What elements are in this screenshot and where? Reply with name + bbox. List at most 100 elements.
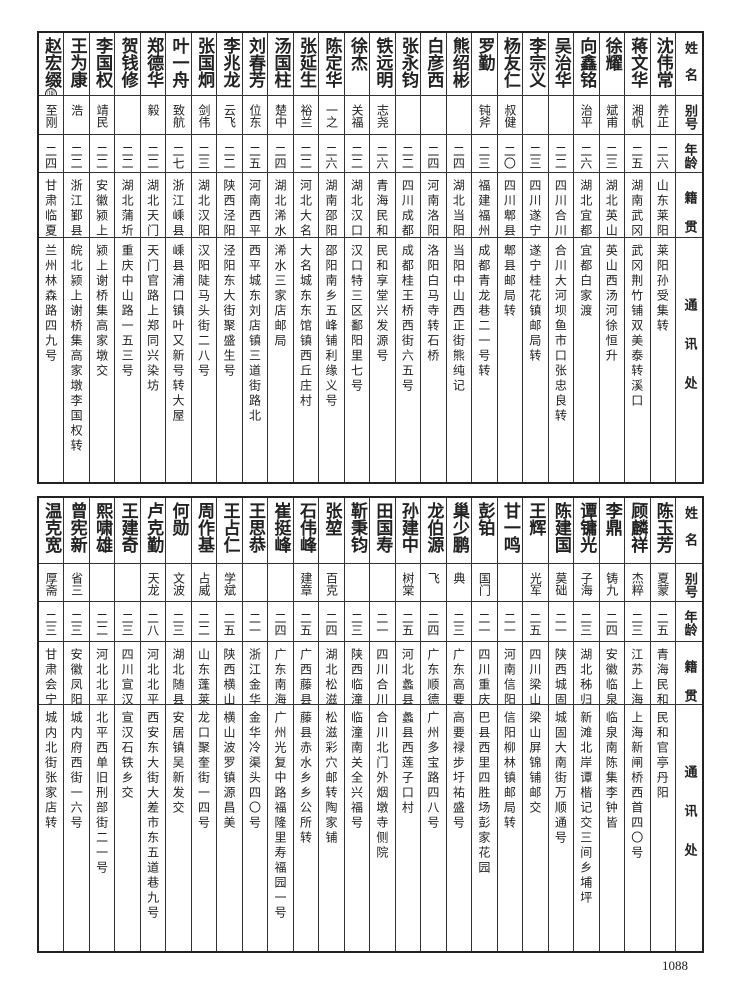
header-age-cell: 年龄 (676, 135, 702, 173)
age-text: 二二 (145, 145, 160, 169)
name-cell: 王占仁 (217, 498, 242, 564)
age-cell: 二六 (574, 135, 599, 173)
native-cell: 青海民和 (370, 173, 395, 238)
native-cell: 河南洛阳 (421, 173, 446, 238)
native-text: 湖北当阳 (451, 179, 466, 238)
alias-cell: 莫础 (548, 564, 574, 602)
name-text: 温克宽 (41, 502, 62, 553)
native-text: 湖北浠水 (272, 179, 287, 238)
native-cell: 广东南海 (268, 642, 293, 705)
alias-text: 子海 (579, 572, 594, 596)
age-text: 二二 (349, 145, 364, 169)
age-cell: 二五 (217, 602, 242, 642)
addr-text: 当阳中山西正街熊纯记 (451, 244, 466, 394)
alias-text: 靖民 (95, 104, 110, 128)
name-text: 李宗义 (525, 37, 546, 88)
addr-cell: 藤县赤水乡乡公所转 (294, 705, 318, 951)
age-text: 二六 (374, 145, 389, 169)
native-cell: 湖北天门 (140, 173, 166, 238)
native-text: 浙江嵊县 (171, 179, 186, 238)
addr-text: 巴县西里四胜场彭家花园 (476, 711, 491, 876)
alias-cell: 飞 (421, 564, 446, 602)
native-text: 福建福州 (476, 179, 491, 238)
person-column: 郑德华毅二二 湖北天门 天门官路上郑同兴染坊 (139, 33, 166, 482)
person-column: 谭镛光 子海 二三 湖北秭归 新滩北岸谭楷记交三间乡埔坪 (573, 498, 599, 951)
native-text: 湖北英山 (604, 179, 619, 238)
person-column: 石伟峰 建章 二五 广西藤县 藤县赤水乡乡公所转 (292, 498, 319, 951)
alias-cell: 夏蒙 (650, 564, 675, 602)
alias-cell (89, 564, 115, 602)
age-cell: 二六 (370, 135, 395, 173)
alias-cell: 建章 (293, 564, 319, 602)
alias-text: 杰粹 (630, 572, 645, 596)
alias-cell: 剑伟 (191, 96, 217, 135)
alias-text: 占威 (197, 572, 212, 596)
person-column: 铁远明 志尧 二六 青海民和 民和享堂兴发源号 (369, 33, 395, 482)
name-cell: 张堃 (319, 498, 344, 564)
addr-text: 嵊县浦口镇叶又新号转大屋 (171, 244, 186, 424)
age-text: 二六 (578, 145, 593, 169)
addr-cell: 大名城东东馆镇西丘庄村 (294, 238, 318, 482)
name-cell: 崔挺峰 (268, 498, 293, 564)
addr-text: 广州光复中路福隆里寿福园一号 (272, 711, 287, 921)
age-cell: 二四 (446, 135, 472, 173)
age-cell: 二三 (191, 135, 217, 173)
age-cell: 二五 (242, 135, 268, 173)
age-text: 二四 (425, 612, 440, 636)
header-age-cell: 年龄 (676, 602, 702, 642)
native-cell: 广东高要 (446, 642, 472, 705)
person-column: 崔挺峰 二四 广东南海 广州光复中路福隆里寿福园一号 (267, 498, 293, 951)
addr-text: 藤县赤水乡乡公所转 (298, 711, 313, 846)
native-text: 安徽颍上 (94, 179, 109, 238)
native-text: 广东南海 (272, 648, 287, 705)
alias-text: 建章 (298, 572, 313, 596)
alias-cell: 养正 (650, 96, 675, 135)
addr-cell: 遂宁桂花镇邮局转 (523, 238, 547, 482)
name-text: 崔挺峰 (270, 502, 291, 553)
addr-cell: 汉口特三区鄱阳里七号 (345, 238, 369, 482)
addr-cell: 颍上谢桥集高家墩交 (90, 238, 114, 482)
name-cell: 王建奇 (115, 498, 140, 564)
age-cell: 二二 (140, 135, 166, 173)
age-cell: 二一 (472, 602, 497, 642)
name-text: 陈定华 (321, 37, 342, 88)
alias-cell: 学斌 (217, 564, 242, 602)
name-text: 叶一舟 (168, 37, 189, 88)
name-cell: 巢少鹏 (446, 498, 472, 564)
native-cell: 安徽颍上 (89, 173, 115, 238)
alias-cell: 天龙 (140, 564, 166, 602)
person-column: 温克宽 厚斋 二三 甘肃会宁 城内北街张家店转 (38, 498, 64, 951)
native-cell: 湖北秭归 (574, 642, 599, 705)
name-text: 卢克勤 (143, 502, 164, 553)
native-text: 四川成都 (400, 179, 415, 238)
name-cell: 赵宏缀 ⑱ (38, 33, 64, 96)
alias-cell: 治平 (574, 96, 599, 135)
addr-cell: 重庆中山路一五三号 (115, 238, 139, 482)
addr-cell: 合川大河坝鱼市口张忠良转 (549, 238, 573, 482)
person-column: 徐杰 关福 二二 湖北汉口 汉口特三区鄱阳里七号 (343, 33, 370, 482)
native-text: 四川遂宁 (527, 179, 542, 238)
addr-text: 宣汉石铁乡交 (120, 711, 135, 801)
name-cell: 何勋 (166, 498, 191, 564)
alias-text: 文波 (171, 572, 186, 596)
person-column: 向鑫铭 治平 二六 湖北宜都 宜都白家渡 (573, 33, 599, 482)
alias-cell: 至刚 (38, 96, 64, 135)
name-cell: 陈玉芳 (650, 498, 675, 564)
addr-text: 信阳柳林镇邮局转 (502, 711, 517, 831)
person-column: 靳秉钧 二三 陕西临潼 临潼南关全兴福号 (343, 498, 370, 951)
native-text: 湖北天门 (145, 179, 160, 238)
alias-cell: 一之 (319, 96, 344, 135)
age-text: 二五 (527, 612, 542, 636)
addr-cell: 信阳柳林镇邮局转 (498, 705, 522, 951)
alias-cell: 典 (446, 564, 472, 602)
name-text: 徐杰 (346, 37, 367, 71)
alias-text: 关福 (349, 104, 364, 128)
name-cell: 孙建中 (395, 498, 421, 564)
native-text: 广东高要 (451, 648, 466, 705)
alias-cell: 靖民 (89, 96, 115, 135)
age-cell: 二四 (319, 602, 344, 642)
addr-cell: 民和官亭丹阳 (651, 705, 675, 951)
age-cell: 二二 (548, 135, 574, 173)
age-text: 二三 (451, 612, 466, 636)
age-text: 二四 (272, 145, 287, 169)
